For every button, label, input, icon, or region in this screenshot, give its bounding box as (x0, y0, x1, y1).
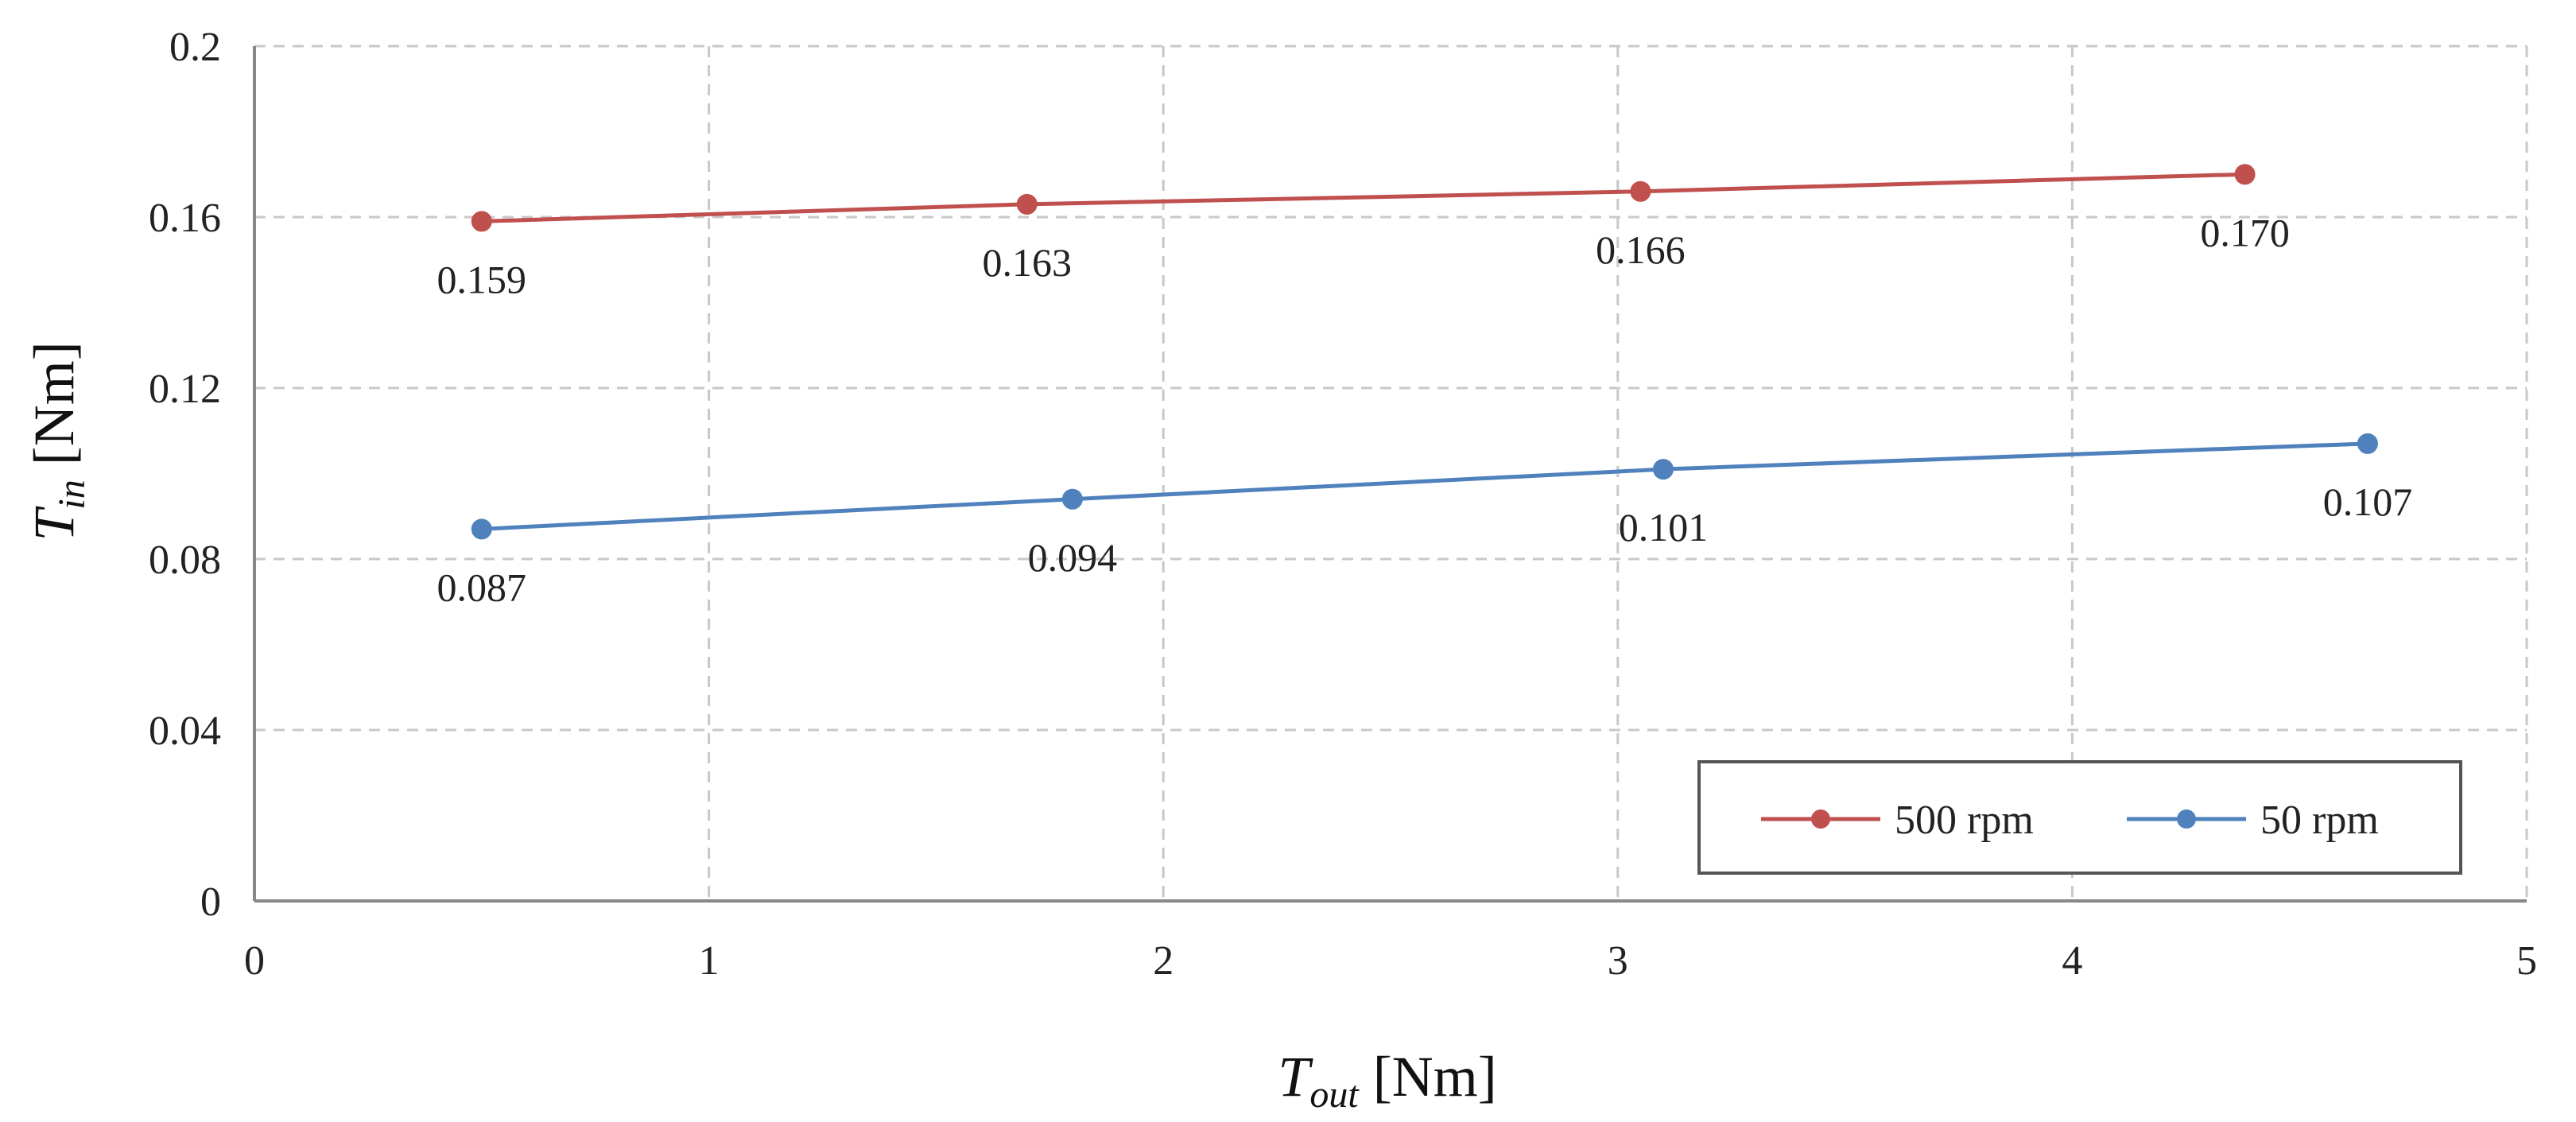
data-point (471, 518, 492, 540)
x-tick-label: 2 (1153, 938, 1174, 984)
x-tick-label: 3 (1608, 938, 1628, 984)
x-tick-label: 5 (2516, 938, 2537, 984)
x-tick-label: 1 (699, 938, 720, 984)
grid-lines (254, 45, 2528, 901)
data-label: 0.170 (2200, 210, 2290, 254)
data-label: 0.107 (2323, 479, 2413, 524)
legend: 500 rpm 50 rpm (1697, 760, 2462, 875)
data-point (1061, 488, 1083, 510)
y-tick-label: 0.16 (149, 196, 221, 241)
legend-label: 50 rpm (2260, 798, 2379, 843)
legend-swatch-marker (2177, 809, 2196, 829)
data-point (2234, 164, 2256, 185)
data-point (2357, 433, 2378, 454)
data-point (1630, 181, 1651, 202)
x-tick-label: 0 (244, 938, 265, 984)
series-group (471, 164, 2378, 540)
series-line-1 (481, 441, 2368, 531)
data-label: 0.101 (1619, 505, 1709, 549)
data-labels: 0.159 0.163 0.166 0.170 0.087 0.094 0.101 0.107 (437, 210, 2413, 609)
legend-swatch-marker (1811, 809, 1830, 829)
data-label: 0.159 (437, 257, 527, 301)
y-axis-title: Tin [Nm] (22, 341, 93, 541)
legend-label: 500 rpm (1895, 798, 2034, 843)
data-point (1652, 459, 1674, 480)
x-axis-title: Tout [Nm] (1278, 1045, 1496, 1116)
y-axis-title-main: T (22, 506, 86, 542)
y-tick-label: 0 (200, 879, 221, 925)
axes (253, 46, 2527, 903)
x-axis-title-sub: out (1309, 1073, 1360, 1116)
y-axis-title-sub: in (51, 479, 93, 509)
data-point (1016, 193, 1038, 215)
series-line-0 (481, 172, 2245, 223)
tick-labels: 0 0.04 0.08 0.12 0.16 0.2 0 1 2 3 4 5 (149, 25, 2537, 984)
data-label: 0.163 (982, 240, 1072, 285)
y-tick-label: 0.12 (149, 367, 221, 412)
data-label: 0.087 (437, 565, 527, 609)
x-axis-title-main: T (1278, 1045, 1313, 1108)
data-label: 0.166 (1596, 227, 1686, 272)
y-axis-title-unit: [Nm] (22, 341, 86, 479)
data-point (471, 211, 492, 232)
x-axis-title-unit: [Nm] (1359, 1045, 1497, 1108)
y-tick-label: 0.08 (149, 538, 221, 583)
y-tick-label: 0.04 (149, 709, 221, 754)
data-label: 0.094 (1028, 535, 1118, 580)
x-tick-label: 4 (2062, 938, 2082, 984)
y-tick-label: 0.2 (169, 25, 221, 70)
